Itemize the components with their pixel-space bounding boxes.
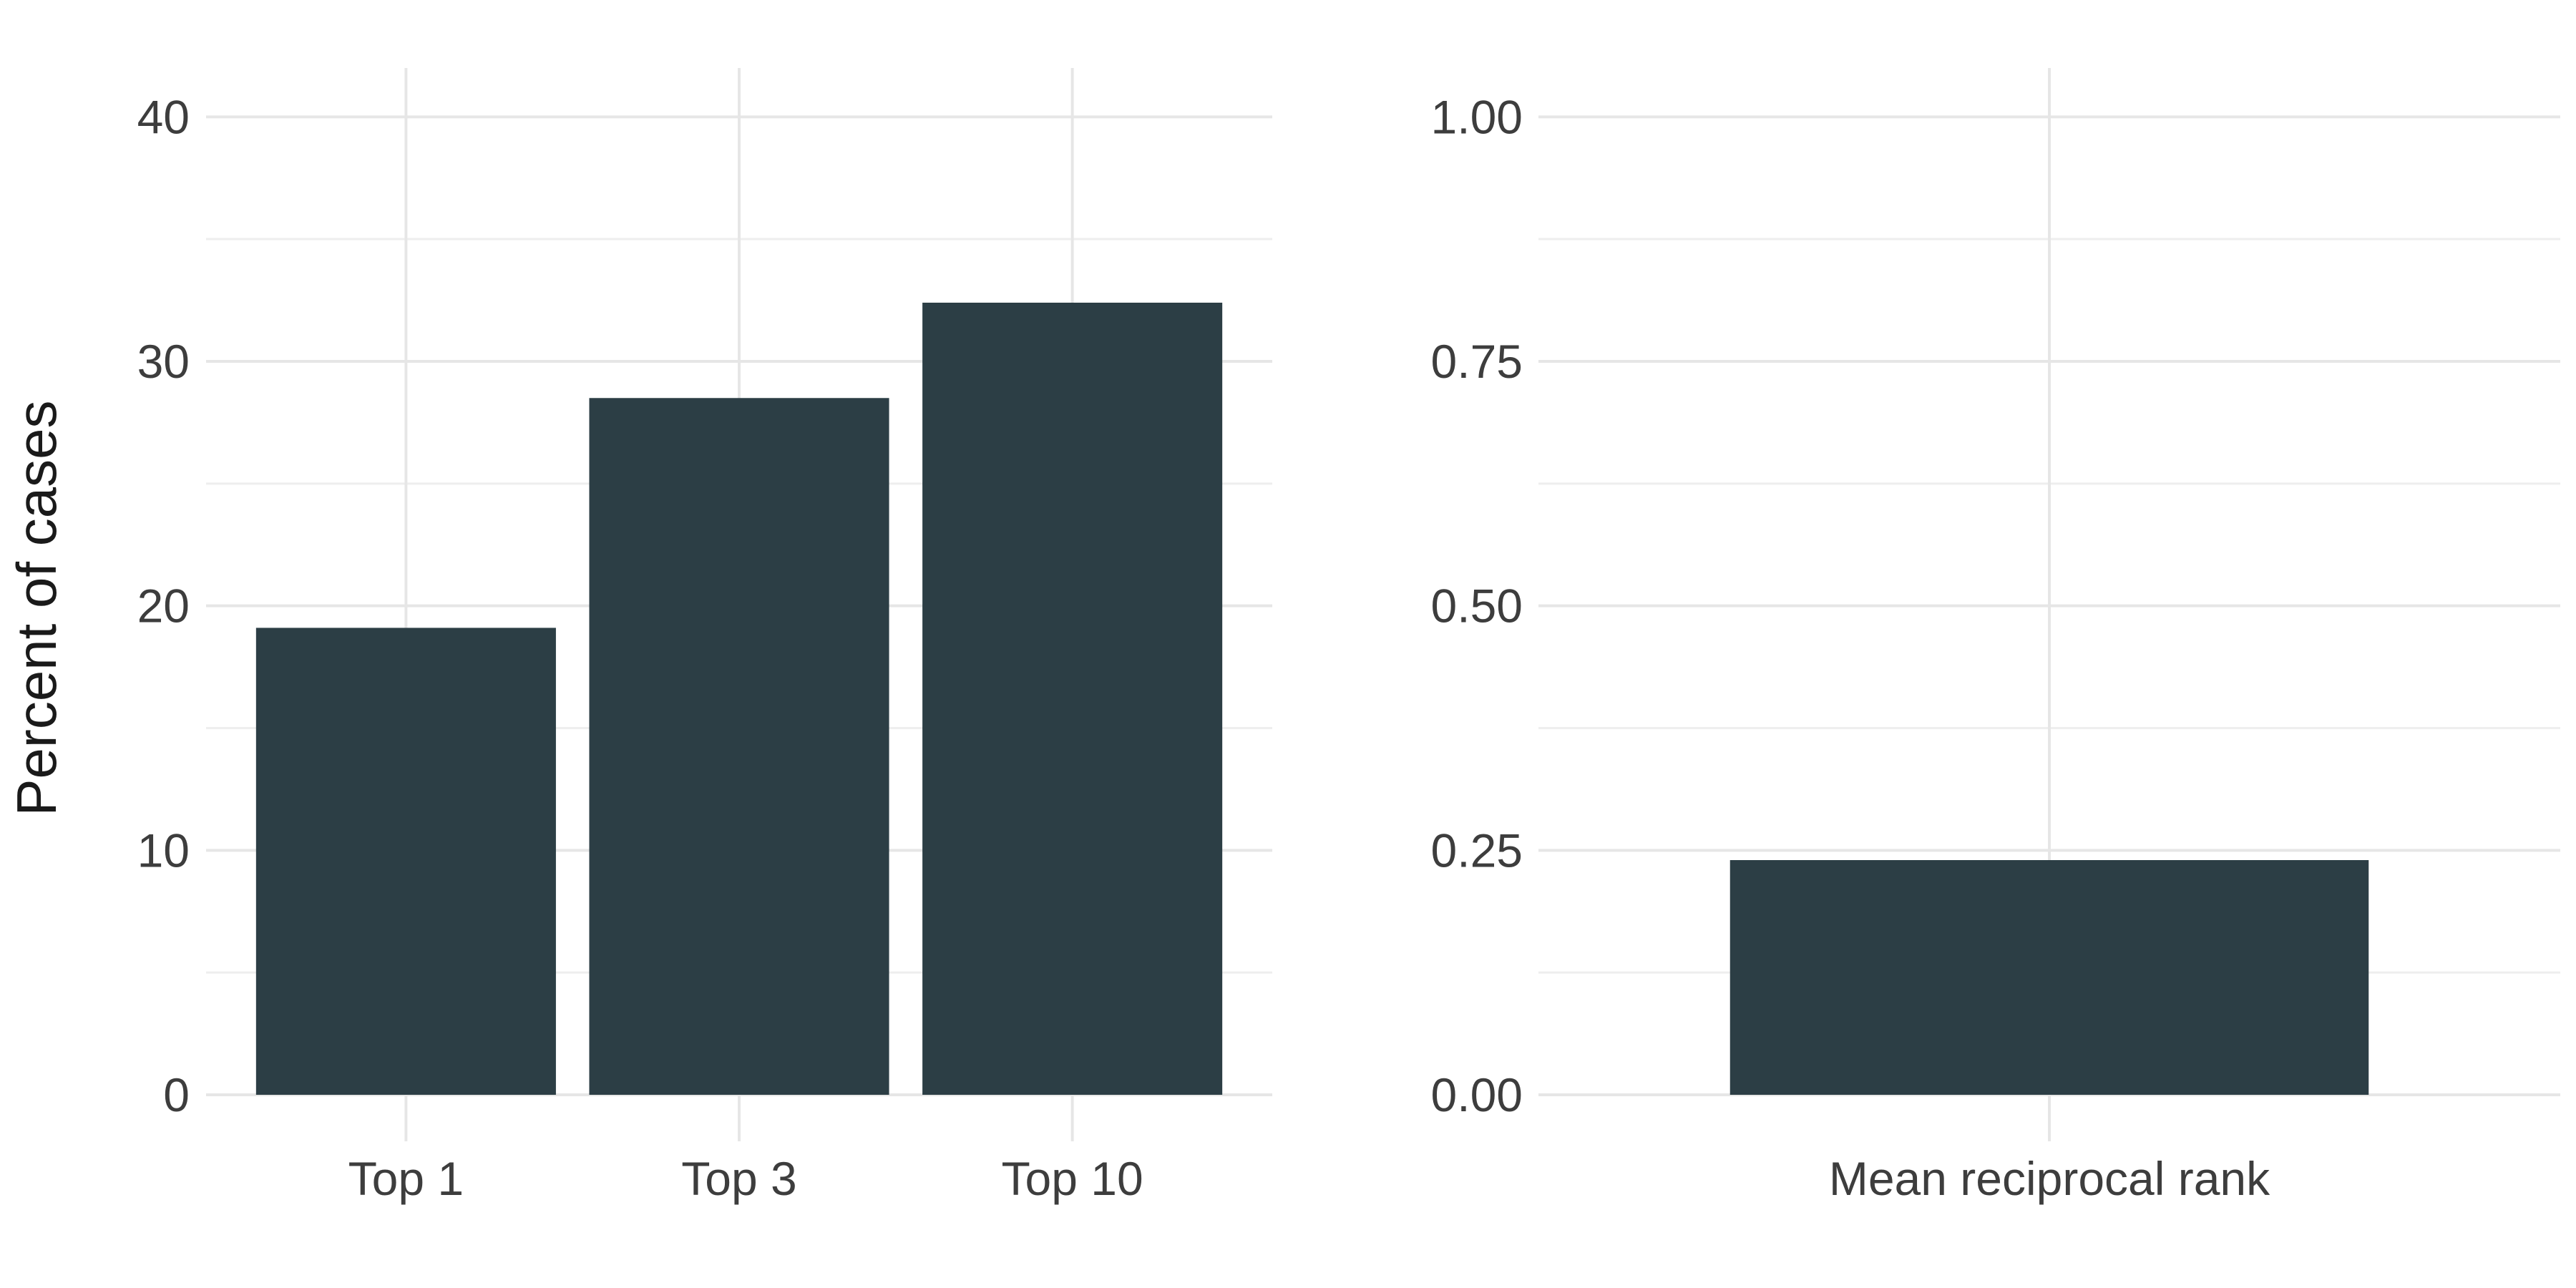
x-tick-label: Top 10	[1002, 1152, 1143, 1205]
x-tick-label: Top 1	[348, 1152, 464, 1205]
y-tick-label: 0.75	[1431, 335, 1523, 388]
y-tick-label: 10	[137, 824, 190, 877]
panel-top-k-percent: 0 10 20 30 40 Top 1 Top 3 Top 10	[137, 68, 1272, 1205]
y-tick-label: 30	[137, 335, 190, 388]
y-tick-label: 0.50	[1431, 580, 1523, 633]
bar-mean-reciprocal-rank	[1729, 860, 2369, 1095]
bar-top-10	[922, 303, 1223, 1095]
panel-mean-reciprocal-rank: 0.00 0.25 0.50 0.75 1.00 Mean reciprocal rank	[1431, 68, 2560, 1205]
y-tick-label: 0	[163, 1068, 190, 1121]
x-tick-label: Top 3	[681, 1152, 796, 1205]
y-tick-label: 20	[137, 580, 190, 633]
y-tick-label: 0.25	[1431, 824, 1523, 877]
x-tick-label: Mean reciprocal rank	[1829, 1152, 2270, 1205]
y-axis-title: Percent of cases	[5, 401, 68, 816]
bar-top-1	[255, 628, 556, 1095]
y-tick-label: 1.00	[1431, 90, 1523, 143]
y-tick-label: 40	[137, 90, 190, 143]
bar-top-3	[589, 398, 889, 1095]
y-tick-label: 0.00	[1431, 1068, 1523, 1121]
